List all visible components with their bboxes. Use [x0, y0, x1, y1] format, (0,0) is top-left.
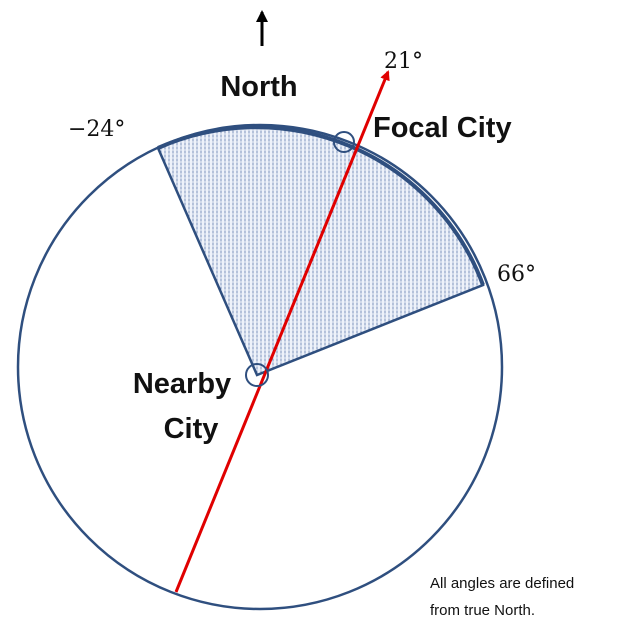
wedge-arc: [157, 125, 485, 286]
note: All angles are defined: [430, 575, 574, 592]
region-circle: [16, 123, 504, 611]
angle-label: 21°: [384, 49, 423, 74]
nearby-city-marker: [245, 363, 269, 387]
nearby-city-label: Nearby: [133, 368, 231, 400]
north-label: North: [220, 71, 297, 103]
focal-city-label: Focal City: [373, 112, 512, 144]
angle-label: −24°: [68, 117, 125, 142]
nearby-city-label: City: [164, 413, 219, 445]
note: from true North.: [430, 602, 535, 619]
direction-line: [174, 70, 390, 593]
angle-wedge: [156, 125, 485, 377]
angle-label: 66°: [497, 262, 536, 287]
focal-city-marker: [333, 131, 355, 153]
